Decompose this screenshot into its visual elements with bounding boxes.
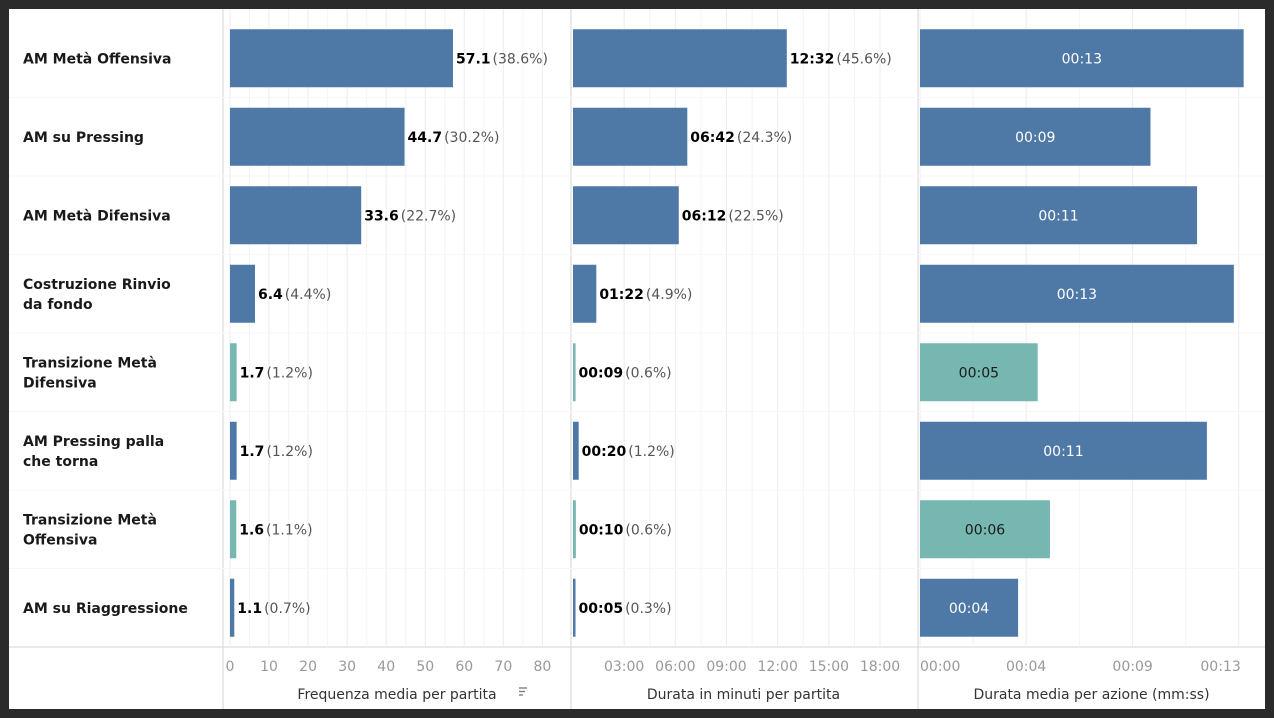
bar-value-label: 00:11 bbox=[1038, 208, 1078, 224]
bar-label: 00:20 (1.2%) bbox=[582, 444, 675, 460]
bar[interactable] bbox=[573, 107, 688, 166]
bar[interactable] bbox=[573, 421, 579, 480]
x-axis-label: Frequenza media per partita bbox=[297, 687, 496, 703]
action-types-chart: 0 10 20 30 40 50 60 70 80 Frequenza media per par… bbox=[9, 9, 1265, 709]
bar[interactable] bbox=[230, 421, 237, 480]
bar-label: 33.6 (22.7%) bbox=[364, 208, 456, 224]
bar-value-label: 00:06 bbox=[965, 522, 1005, 538]
sort-descending-icon[interactable] bbox=[519, 687, 527, 696]
bar-value-label: 00:09 bbox=[1015, 130, 1055, 146]
x-tick-label: 00:09 bbox=[1112, 659, 1152, 675]
bar[interactable] bbox=[230, 500, 237, 559]
x-tick-label: 00:00 bbox=[920, 659, 960, 675]
bar[interactable] bbox=[920, 186, 1198, 245]
dashboard-frame: 0 10 20 30 40 50 60 70 80 Frequenza media per par… bbox=[9, 9, 1265, 709]
x-axis-label: Durata media per azione (mm:ss) bbox=[973, 687, 1209, 703]
bar[interactable] bbox=[573, 29, 787, 88]
bar[interactable] bbox=[920, 421, 1207, 480]
bar-label: 00:09 (0.6%) bbox=[579, 365, 672, 381]
bar[interactable] bbox=[230, 107, 405, 166]
bar-label: 1.6 (1.1%) bbox=[239, 522, 312, 538]
bar[interactable] bbox=[230, 578, 235, 637]
bar[interactable] bbox=[573, 500, 576, 559]
bar-label: 6.4 (4.4%) bbox=[258, 287, 331, 303]
x-tick-label: 00:13 bbox=[1200, 659, 1240, 675]
category-label: Costruzione Rinvio da fondo bbox=[23, 277, 171, 313]
bar-label: 1.7 (1.2%) bbox=[240, 444, 313, 460]
category-label: AM Metà Offensiva bbox=[23, 51, 172, 67]
bar[interactable] bbox=[920, 500, 1050, 559]
bar-label: 12:32 (45.6%) bbox=[790, 51, 892, 67]
category-label: AM Pressing palla che torna bbox=[23, 434, 164, 470]
bar[interactable] bbox=[920, 29, 1244, 88]
x-axis-label: Durata in minuti per partita bbox=[647, 687, 840, 703]
x-tick-label: 80 bbox=[533, 659, 551, 675]
x-tick-label: 70 bbox=[494, 659, 512, 675]
bar-label: 06:12 (22.5%) bbox=[682, 208, 784, 224]
bar[interactable] bbox=[230, 343, 237, 402]
bar-label: 1.1 (0.7%) bbox=[237, 601, 310, 617]
bar[interactable] bbox=[920, 343, 1038, 402]
bar[interactable] bbox=[920, 264, 1234, 323]
bar-label: 00:05 (0.3%) bbox=[579, 601, 672, 617]
bar-label: 1.7 (1.2%) bbox=[240, 365, 313, 381]
x-tick-label: 15:00 bbox=[809, 659, 849, 675]
bar-value-label: 00:11 bbox=[1043, 444, 1083, 460]
x-tick-label: 06:00 bbox=[655, 659, 695, 675]
x-tick-label: 0 bbox=[226, 659, 235, 675]
x-tick-label: 40 bbox=[377, 659, 395, 675]
x-tick-label: 03:00 bbox=[604, 659, 644, 675]
x-tick-label: 50 bbox=[416, 659, 434, 675]
bar-label: 06:42 (24.3%) bbox=[690, 130, 792, 146]
x-tick-label: 30 bbox=[338, 659, 356, 675]
category-label: AM su Riaggressione bbox=[23, 601, 188, 617]
bar-value-label: 00:04 bbox=[949, 601, 989, 617]
bar[interactable] bbox=[920, 578, 1019, 637]
category-label: Transizione Metà Offensiva bbox=[23, 512, 157, 548]
category-label: AM Metà Difensiva bbox=[23, 208, 171, 224]
bar-value-label: 00:13 bbox=[1057, 287, 1097, 303]
bar-label: 00:10 (0.6%) bbox=[579, 522, 672, 538]
x-tick-label: 18:00 bbox=[860, 659, 900, 675]
bar-value-label: 00:05 bbox=[959, 365, 999, 381]
bar[interactable] bbox=[573, 264, 597, 323]
x-tick-label: 09:00 bbox=[706, 659, 746, 675]
bar[interactable] bbox=[573, 343, 576, 402]
bar[interactable] bbox=[573, 578, 576, 637]
bar[interactable] bbox=[573, 186, 679, 245]
x-tick-label: 12:00 bbox=[758, 659, 798, 675]
bar[interactable] bbox=[920, 107, 1151, 166]
bar-label: 44.7 (30.2%) bbox=[408, 130, 500, 146]
bar[interactable] bbox=[230, 264, 255, 323]
category-label: AM su Pressing bbox=[23, 130, 144, 146]
bar[interactable] bbox=[230, 29, 453, 88]
category-label: Transizione Metà Difensiva bbox=[23, 355, 157, 391]
x-tick-label: 20 bbox=[299, 659, 317, 675]
bar-label: 01:22 (4.9%) bbox=[599, 287, 692, 303]
bar[interactable] bbox=[230, 186, 362, 245]
bar-value-label: 00:13 bbox=[1062, 51, 1102, 67]
bar-label: 57.1 (38.6%) bbox=[456, 51, 548, 67]
x-tick-label: 60 bbox=[455, 659, 473, 675]
x-tick-label: 10 bbox=[260, 659, 278, 675]
x-tick-label: 00:04 bbox=[1006, 659, 1046, 675]
